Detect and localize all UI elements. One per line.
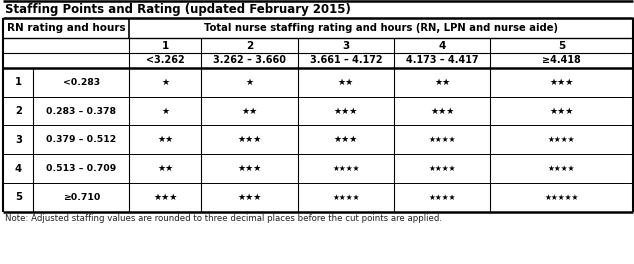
Text: 2: 2	[15, 106, 22, 116]
Text: ★★★★★: ★★★★★	[545, 193, 579, 202]
Text: 0.513 – 0.709: 0.513 – 0.709	[46, 164, 117, 173]
Text: ★★: ★★	[157, 164, 174, 173]
Text: ★★★★: ★★★★	[548, 164, 575, 173]
Text: ★★: ★★	[157, 135, 174, 144]
Text: ★★★: ★★★	[238, 164, 262, 173]
Text: 3: 3	[342, 40, 349, 50]
Text: ★★: ★★	[242, 107, 258, 116]
Text: ★★★: ★★★	[550, 78, 574, 87]
Text: ★★★★: ★★★★	[548, 135, 575, 144]
Text: 4: 4	[15, 164, 22, 174]
Text: <0.283: <0.283	[63, 78, 100, 87]
Text: 1: 1	[15, 77, 22, 87]
Text: 1: 1	[162, 40, 169, 50]
Text: 5: 5	[15, 192, 22, 202]
Text: ★★★★: ★★★★	[429, 135, 456, 144]
Text: ★★★: ★★★	[238, 135, 262, 144]
Text: ≥0.710: ≥0.710	[63, 193, 100, 202]
Text: RN rating and hours: RN rating and hours	[7, 23, 126, 33]
Text: 4: 4	[439, 40, 446, 50]
Text: <3.262: <3.262	[146, 55, 184, 65]
Text: ★★★: ★★★	[153, 193, 178, 202]
Text: ★★★★: ★★★★	[332, 164, 359, 173]
Text: 0.379 – 0.512: 0.379 – 0.512	[46, 135, 116, 144]
Text: 3.661 – 4.172: 3.661 – 4.172	[309, 55, 382, 65]
Text: ★★★★: ★★★★	[332, 193, 359, 202]
Text: 0.283 – 0.378: 0.283 – 0.378	[46, 107, 116, 116]
Text: 4.173 – 4.417: 4.173 – 4.417	[406, 55, 479, 65]
Text: 5: 5	[558, 40, 566, 50]
Text: ★★: ★★	[338, 78, 354, 87]
Text: 3: 3	[15, 135, 22, 145]
Text: ★: ★	[245, 78, 254, 87]
Text: 2: 2	[246, 40, 253, 50]
Text: ★★★: ★★★	[333, 107, 358, 116]
Text: ★: ★	[161, 107, 169, 116]
Text: ★★★★: ★★★★	[429, 164, 456, 173]
Text: Staffing Points and Rating (updated February 2015): Staffing Points and Rating (updated Febr…	[5, 3, 351, 16]
Text: Note: Adjusted staffing values are rounded to three decimal places before the cu: Note: Adjusted staffing values are round…	[5, 214, 442, 223]
Text: ★★★: ★★★	[238, 193, 262, 202]
Text: ★★★: ★★★	[333, 135, 358, 144]
Text: ★★★: ★★★	[430, 107, 455, 116]
Text: ≥4.418: ≥4.418	[542, 55, 581, 65]
Text: ★★: ★★	[434, 78, 450, 87]
Text: ★★★: ★★★	[550, 107, 574, 116]
Text: 3.262 – 3.660: 3.262 – 3.660	[213, 55, 286, 65]
Text: ★★★★: ★★★★	[429, 193, 456, 202]
Text: Total nurse staffing rating and hours (RN, LPN and nurse aide): Total nurse staffing rating and hours (R…	[204, 23, 558, 33]
Text: ★: ★	[161, 78, 169, 87]
